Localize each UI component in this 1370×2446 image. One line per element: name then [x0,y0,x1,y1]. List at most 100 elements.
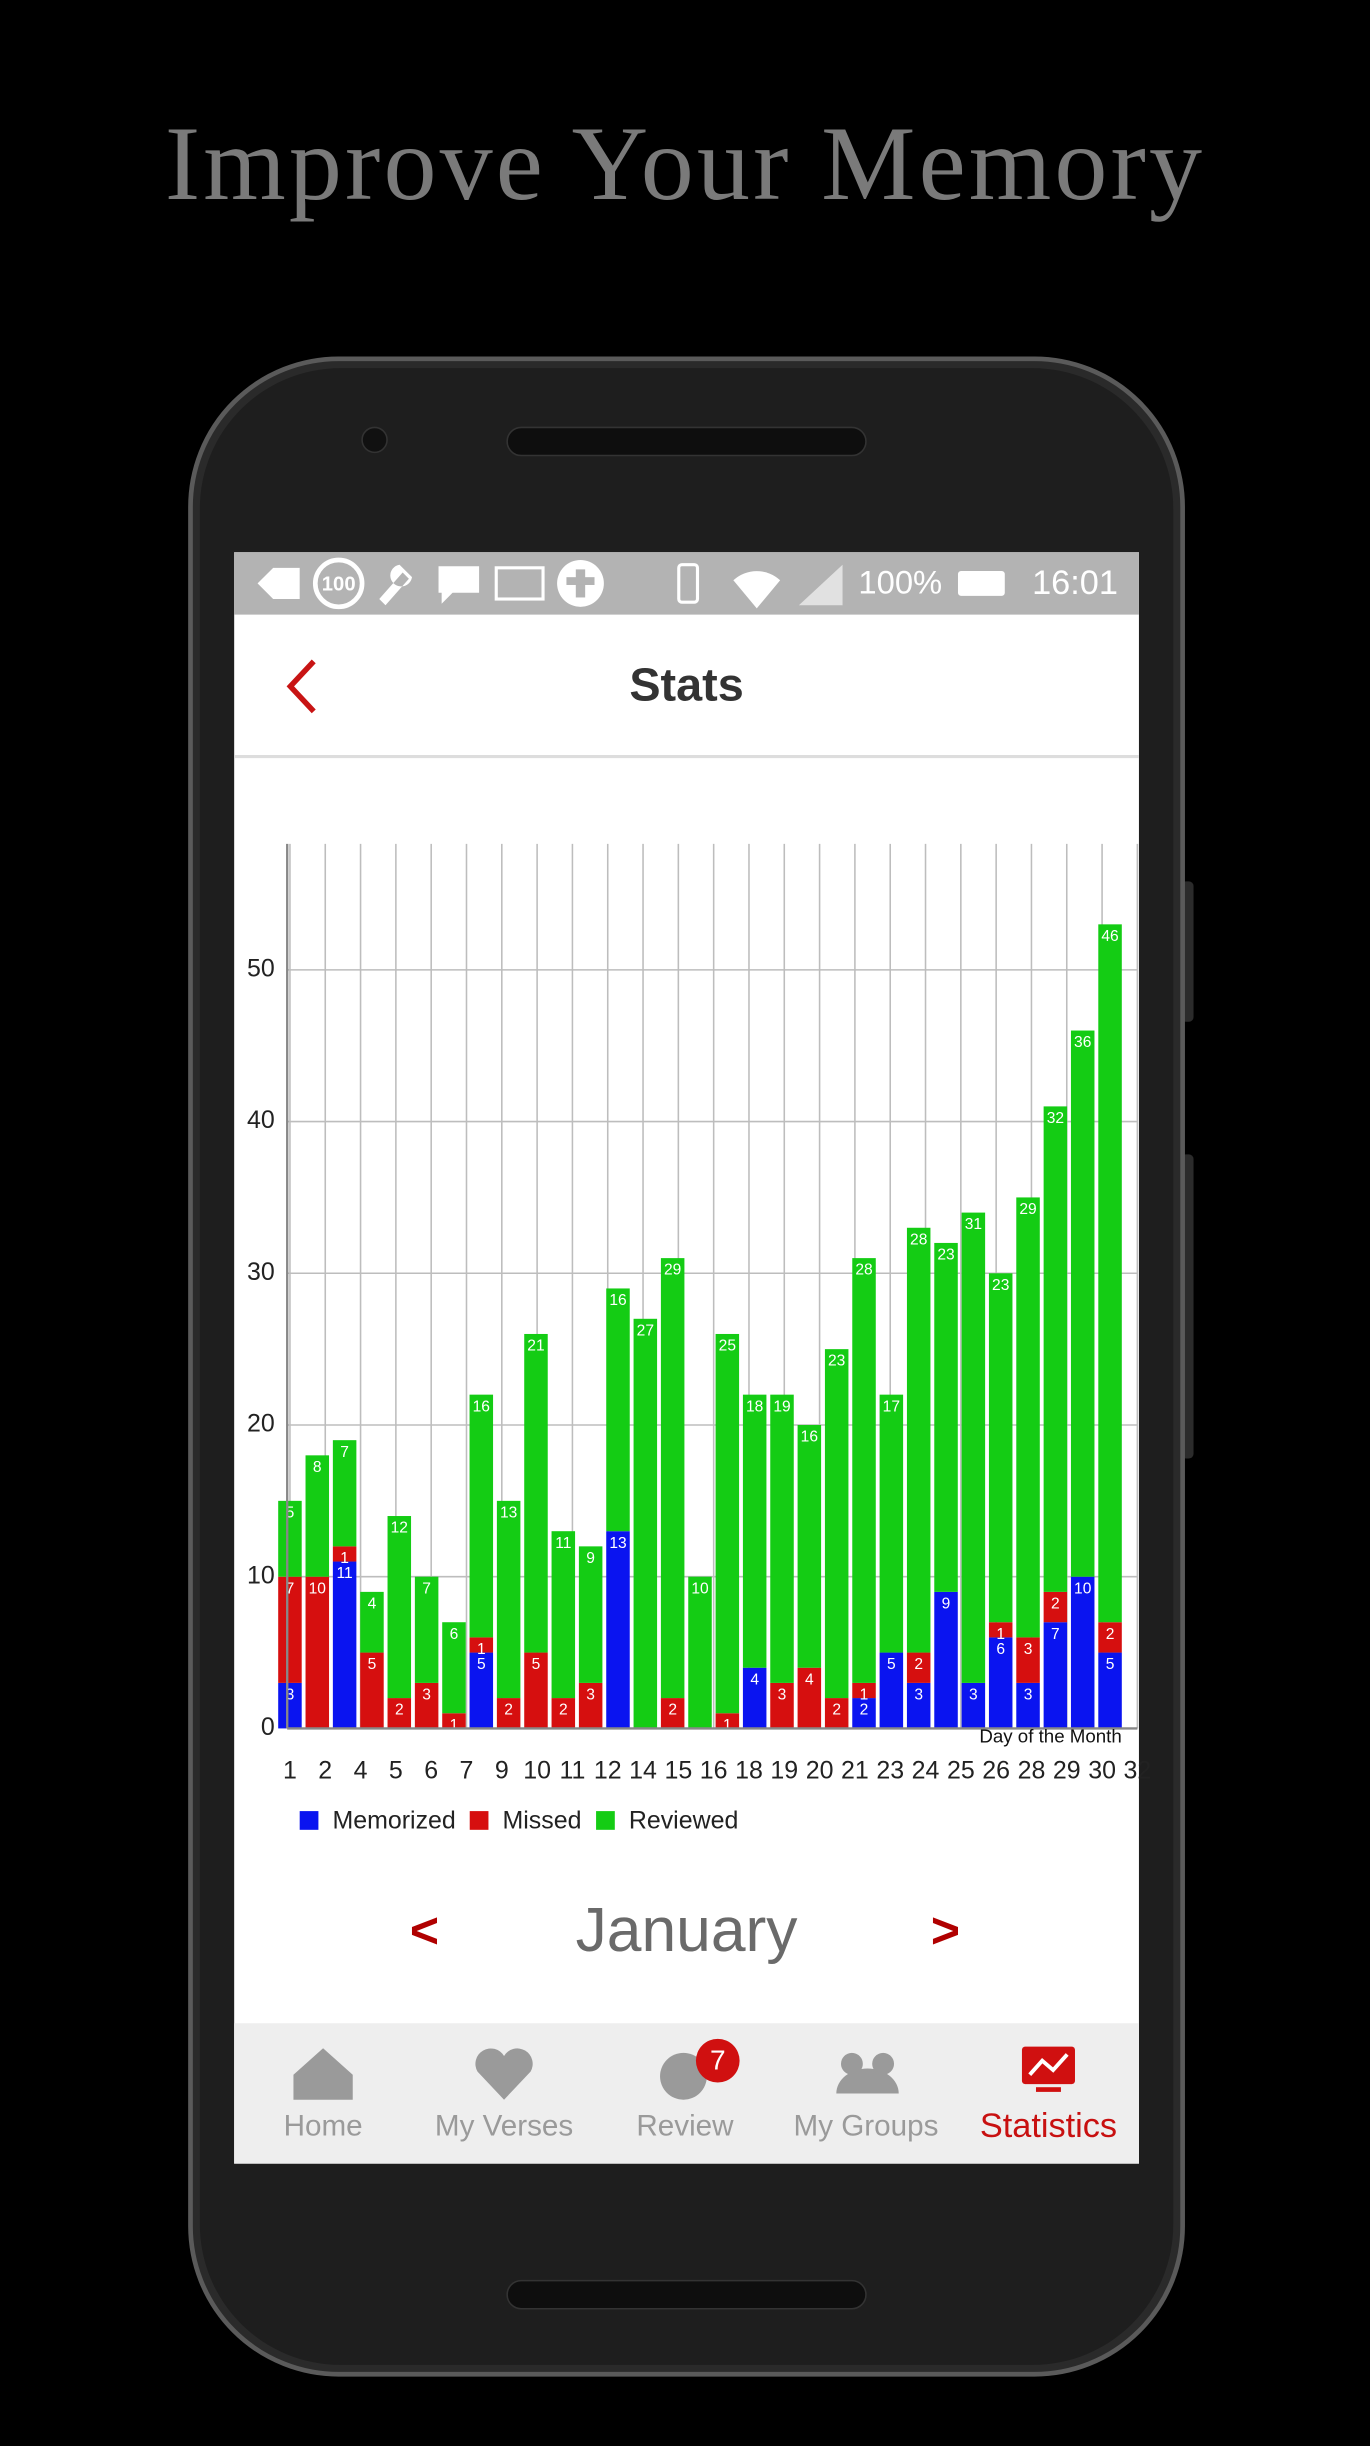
data-label: 2 [395,1702,404,1719]
icon-cross [566,577,595,585]
data-label: 8 [313,1459,322,1476]
data-label: 17 [883,1398,900,1415]
nav-item[interactable]: My Groups [794,2110,939,2143]
data-label: 5 [532,1656,541,1673]
bar-segment [332,1546,357,1562]
bar-segment [852,1698,876,1729]
bar-segment [988,1273,1013,1623]
data-label: 25 [719,1338,737,1355]
icon [379,564,413,606]
bar-segment [278,1576,302,1683]
bar-segment [387,1698,412,1729]
data-label: 9 [942,1595,951,1612]
data-label: 5 [286,1504,295,1521]
data-label: 1 [996,1626,1005,1643]
data-label: 18 [746,1398,763,1415]
bar-segment [360,1652,384,1729]
bar-segment [879,1652,904,1729]
bar-segment [387,1516,412,1699]
verses-icon [475,2048,533,2100]
x-tick-label: 25 [947,1757,975,1785]
data-label: 10 [691,1580,709,1597]
bar-segment [906,1682,931,1729]
bar-segment [988,1637,1013,1729]
data-label: 27 [637,1322,654,1339]
x-tick-label: 18 [735,1757,763,1785]
data-label: 12 [391,1520,408,1537]
legend-label: Reviewed [629,1807,739,1835]
icon [957,570,1005,596]
data-label: 7 [422,1580,431,1597]
icon [733,571,781,609]
header-title: Stats [629,658,743,710]
data-label: 5 [887,1656,896,1673]
bar-segment [1098,1652,1122,1729]
bar-segment [961,1682,986,1729]
bar-segment [770,1394,794,1683]
bar-segment [332,1440,357,1547]
bar-segment [1016,1197,1040,1638]
camera [361,426,388,454]
x-tick-label: 30 [1088,1757,1116,1785]
x-tick-label: 28 [1018,1757,1046,1785]
y-tick-label: 40 [247,1106,275,1134]
data-label: 46 [1101,928,1118,945]
legend-swatch [299,1811,319,1830]
data-label: 4 [750,1671,759,1688]
data-label: 16 [609,1292,626,1309]
review-icon [660,2052,707,2100]
bar-segment [551,1531,576,1699]
battery-text: 100% [858,564,942,601]
x-tick-label: 4 [354,1757,368,1785]
data-label: 29 [1019,1201,1036,1218]
data-label: 4 [368,1595,377,1612]
bar-segment [1043,1106,1068,1592]
bar-segment [633,1318,658,1729]
prev-month[interactable]: < [410,1903,439,1959]
speaker [506,2279,867,2310]
bar-segment [742,1394,767,1668]
data-label: 29 [664,1262,681,1279]
bar-segment [305,1576,330,1729]
bar-segment [1070,1576,1095,1729]
data-label: 2 [1051,1595,1060,1612]
bar-segment [442,1713,466,1729]
data-label: 28 [910,1231,927,1248]
data-label: 13 [500,1504,517,1521]
nav-item[interactable]: Home [284,2110,363,2143]
clock: 16:01 [1032,564,1118,602]
x-tick-label: 11 [559,1757,585,1785]
next-month[interactable]: > [931,1903,960,1959]
x-tick-label: 23 [876,1757,904,1785]
stats-icon-base [1035,2087,1061,2092]
bar-segment [551,1698,576,1729]
data-label: 16 [801,1429,818,1446]
data-label: 28 [855,1262,872,1279]
bar-segment [824,1698,849,1729]
nav-item[interactable]: My Verses [435,2110,573,2143]
bar-segment [496,1698,521,1729]
bar-segment [852,1258,876,1683]
bar-segment [934,1591,958,1729]
bar-segment [1016,1682,1040,1729]
bar-segment [305,1455,330,1577]
y-tick-label: 30 [247,1258,275,1286]
nav-item[interactable]: Statistics [980,2107,1117,2145]
bar-segment [578,1682,603,1729]
x-tick-label: 24 [912,1757,940,1785]
bar-segment [278,1682,302,1729]
bar-segment [660,1258,685,1699]
data-label: 7 [286,1580,295,1597]
bar-segment [1070,1030,1095,1577]
nav-item[interactable]: Review [636,2110,734,2143]
back-button[interactable] [286,659,316,714]
bar-segment [606,1288,630,1532]
data-label: 5 [368,1656,377,1673]
x-tick-label: 5 [389,1757,403,1785]
x-tick-label: 14 [629,1757,657,1785]
x-tick-label: 20 [806,1757,834,1785]
bar-segment [852,1682,876,1699]
data-label: 3 [969,1687,978,1704]
bar-segment [360,1591,384,1653]
